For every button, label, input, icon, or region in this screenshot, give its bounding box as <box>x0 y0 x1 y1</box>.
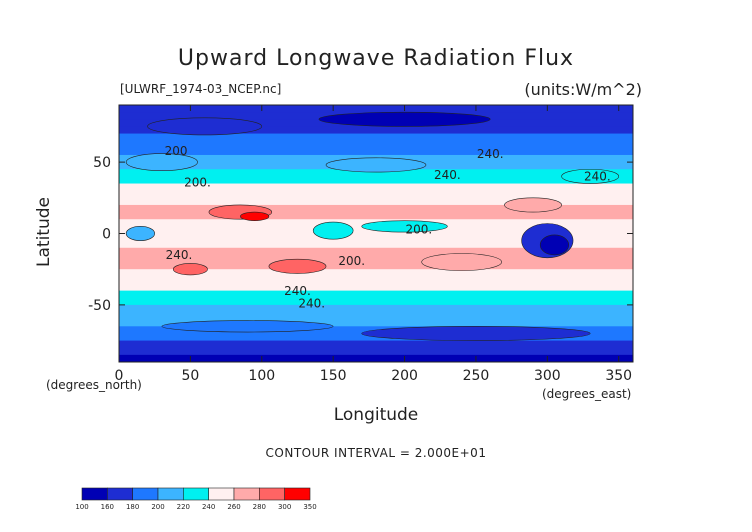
heatmap-feature <box>539 234 570 256</box>
zonal-band <box>119 269 633 277</box>
zonal-band <box>119 204 633 213</box>
colorbar-label: 260 <box>227 503 240 511</box>
x-tick-label: 150 <box>320 368 347 384</box>
zonal-band <box>119 140 633 149</box>
colorbar-label: 350 <box>303 503 316 511</box>
colorbar-segment <box>259 487 285 501</box>
colorbar-segment <box>132 487 159 501</box>
zonal-band <box>119 233 633 242</box>
heatmap-feature <box>172 263 208 276</box>
colorbar-segment <box>183 487 209 501</box>
heatmap-feature <box>318 111 491 127</box>
colorbar-label: 180 <box>126 503 139 511</box>
zonal-band <box>119 319 633 327</box>
zonal-band <box>119 133 633 142</box>
contour-labels: 200 240.200.240.240.240.240.240.200.200. <box>165 144 611 311</box>
heatmap-feature <box>561 168 620 184</box>
zonal-band <box>119 290 633 299</box>
heatmap-features <box>125 111 620 341</box>
contour-label: 200 <box>165 144 188 158</box>
x-tick-label: 300 <box>534 368 561 384</box>
heatmap-feature <box>325 157 427 173</box>
colorbar: 100 160 180 200 220 240 260 280 300 350 <box>75 487 317 511</box>
zonal-band <box>119 169 633 177</box>
colorbar-label: 300 <box>278 503 291 511</box>
zonal-band <box>119 262 633 270</box>
zonal-band <box>119 283 633 292</box>
heatmap-feature <box>361 220 448 233</box>
zonal-band <box>119 247 633 256</box>
zonal-band <box>119 304 633 313</box>
colorbar-segment <box>157 487 184 501</box>
colorbar-label: 200 <box>151 503 164 511</box>
y-axis-ticks: -50 0 50 <box>88 155 633 314</box>
x-axis-ticks: 0 50 100 150 200 250 300 350 <box>115 105 632 384</box>
zonal-band <box>119 212 633 220</box>
heatmap-feature <box>312 221 354 240</box>
contour-label: 200. <box>184 175 211 189</box>
colorbar-label: 160 <box>101 503 114 511</box>
zonal-band <box>119 312 633 320</box>
colorbar-label: 220 <box>177 503 190 511</box>
units-label: (units:W/m^2) <box>524 80 642 99</box>
y-tick-label: 0 <box>102 227 111 243</box>
heatmap-feature <box>161 320 334 333</box>
y-tick-label: -50 <box>88 298 111 314</box>
contour-label: 200. <box>405 223 432 237</box>
contour-label: 240. <box>284 284 311 298</box>
x-tick-label: 250 <box>463 368 490 384</box>
colorbar-segment <box>284 487 311 501</box>
zonal-band <box>119 254 633 263</box>
colorbar-segment <box>208 487 235 501</box>
zonal-band <box>119 354 633 362</box>
contour-interval-note: CONTOUR INTERVAL = 2.000E+01 <box>265 446 487 460</box>
heatmap-feature <box>268 258 327 274</box>
zonal-band <box>119 147 633 156</box>
x-tick-label: 100 <box>248 368 275 384</box>
heatmap-feature <box>125 226 155 241</box>
heatmap-feature <box>421 253 502 271</box>
colorbar-label: 280 <box>253 503 266 511</box>
y-axis-unit: (degrees_north) <box>46 378 142 392</box>
colorbar-label: 100 <box>75 503 88 511</box>
zonal-band <box>119 240 633 249</box>
x-axis-unit: (degrees_east) <box>542 387 632 401</box>
zonal-band <box>119 176 633 185</box>
colorbar-label: 240 <box>202 503 215 511</box>
zonal-band <box>119 183 633 192</box>
colorbar-segment <box>233 487 260 501</box>
contour-label: 240. <box>166 248 193 262</box>
contour-label: 240. <box>434 168 461 182</box>
x-tick-label: 350 <box>605 368 632 384</box>
zonal-band <box>119 105 633 113</box>
zonal-band <box>119 126 633 135</box>
zonal-band <box>119 340 633 349</box>
contour-label: 240. <box>298 297 325 311</box>
zonal-band <box>119 197 633 206</box>
x-tick-label: 200 <box>391 368 418 384</box>
y-tick-label: 50 <box>93 155 111 171</box>
zonal-band <box>119 297 633 306</box>
zonal-band <box>119 276 633 284</box>
heatmap-feature <box>361 326 591 341</box>
zonal-band <box>119 347 633 356</box>
contour-label: 240. <box>477 147 504 161</box>
chart-title: Upward Longwave Radiation Flux <box>177 46 575 71</box>
zonal-band <box>119 333 633 342</box>
units-text: (units:W/m^2) <box>524 80 642 99</box>
heatmap-feature <box>240 211 270 221</box>
contour-label: 240. <box>584 170 611 184</box>
x-axis-label: Longitude <box>333 405 419 425</box>
heatmap-feature <box>147 117 263 136</box>
dataset-filename: [ULWRF_1974-03_NCEP.nc] <box>120 82 282 96</box>
colorbar-segment <box>81 487 108 501</box>
x-tick-label: 0 <box>115 368 124 384</box>
colorbar-segment <box>107 487 133 501</box>
heatmap-feature <box>504 197 562 213</box>
zonal-band <box>119 190 633 199</box>
contour-label: 200. <box>338 254 365 268</box>
heatmap-feature <box>125 153 198 171</box>
x-tick-label: 50 <box>181 368 199 384</box>
